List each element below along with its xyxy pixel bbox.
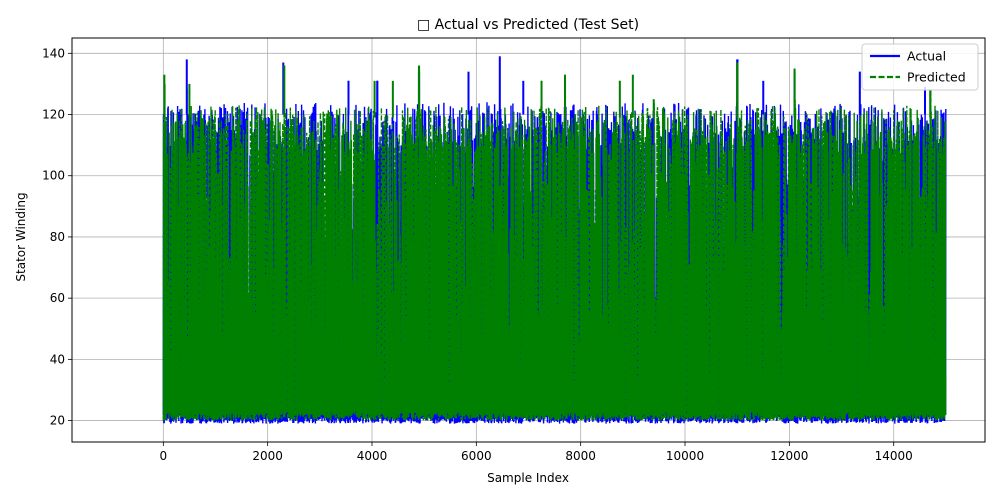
x-axis-label: Sample Index [487, 471, 569, 485]
series-line-predicted [162, 62, 947, 421]
x-tick-label: 10000 [666, 449, 704, 463]
x-tick-label: 0 [159, 449, 167, 463]
y-tick-label: 80 [50, 230, 65, 244]
x-tick-label: 6000 [461, 449, 492, 463]
x-tick-label: 4000 [357, 449, 388, 463]
y-tick-label: 20 [50, 414, 65, 428]
y-tick-label: 60 [50, 291, 65, 305]
x-tick-label: 2000 [252, 449, 283, 463]
y-tick-label: 120 [42, 108, 65, 122]
legend-label-actual: Actual [907, 49, 946, 64]
y-tick-label: 40 [50, 352, 65, 366]
plot-area [162, 56, 947, 424]
x-tick-label: 12000 [770, 449, 808, 463]
x-tick-label: 8000 [565, 449, 596, 463]
y-axis-label: Stator Winding [14, 192, 28, 281]
legend: Actual Predicted [861, 43, 979, 91]
plot-frame [71, 37, 986, 443]
y-tick-label: 140 [42, 46, 65, 60]
legend-label-predicted: Predicted [907, 70, 966, 85]
x-tick-label: 14000 [875, 449, 913, 463]
y-tick-label: 100 [42, 169, 65, 183]
axis-ticks: 0 2000 4000 6000 8000 10000 12000 14000 20 40 60 80… [42, 46, 913, 463]
chart-title: □ Actual vs Predicted (Test Set) [417, 17, 639, 33]
